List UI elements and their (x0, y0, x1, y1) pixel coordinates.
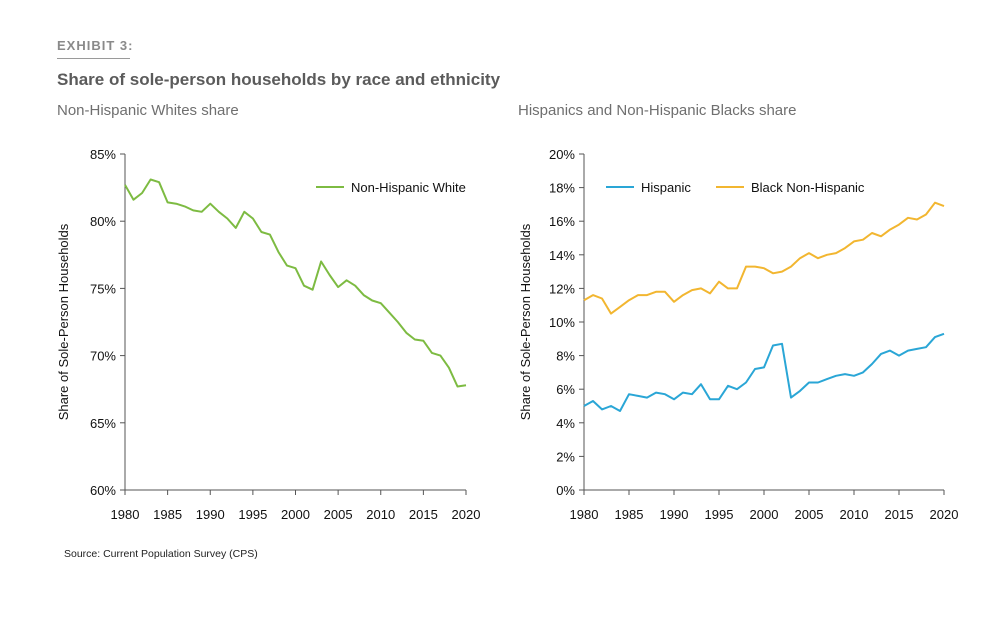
left-legend-label-non-hispanic-white: Non-Hispanic White (351, 180, 466, 195)
left-x-tick-label: 1980 (111, 507, 140, 522)
right-x-tick-label: 2010 (840, 507, 869, 522)
right-y-tick-label: 12% (549, 281, 575, 296)
right-legend-label-hispanic: Hispanic (641, 180, 691, 195)
left-y-tick-label: 60% (90, 483, 116, 498)
right-y-tick-label: 16% (549, 214, 575, 229)
left-y-tick-label: 70% (90, 349, 116, 364)
right-y-tick-label: 10% (549, 315, 575, 330)
right-series-line-black-non-hispanic (584, 203, 944, 314)
left-y-tick-label: 80% (90, 214, 116, 229)
left-series-line-non-hispanic-white (125, 180, 466, 387)
right-y-tick-label: 20% (549, 147, 575, 162)
right-x-tick-label: 2000 (750, 507, 779, 522)
right-x-tick-label: 1995 (705, 507, 734, 522)
left-y-tick-label: 85% (90, 147, 116, 162)
left-x-tick-label: 1985 (153, 507, 182, 522)
left-x-tick-label: 1995 (238, 507, 267, 522)
left-y-tick-label: 75% (90, 281, 116, 296)
right-legend-label-black-non-hispanic: Black Non-Hispanic (751, 180, 865, 195)
right-y-tick-label: 2% (556, 449, 575, 464)
right-y-tick-label: 14% (549, 248, 575, 263)
left-y-tick-label: 65% (90, 416, 116, 431)
left-x-tick-label: 2020 (452, 507, 481, 522)
right-y-tick-label: 4% (556, 416, 575, 431)
left-x-tick-label: 2005 (324, 507, 353, 522)
left-x-tick-label: 2000 (281, 507, 310, 522)
right-y-axis-label: Share of Sole-Person Households (518, 223, 533, 420)
left-x-tick-label: 2010 (366, 507, 395, 522)
right-x-tick-label: 1980 (570, 507, 599, 522)
right-y-tick-label: 8% (556, 349, 575, 364)
left-y-axis-label: Share of Sole-Person Households (56, 223, 71, 420)
left-x-tick-label: 1990 (196, 507, 225, 522)
right-y-tick-label: 18% (549, 181, 575, 196)
charts-canvas: 60% 65% 70% 75% 80% 85% 1980 1985 1990 1995 2000 20… (0, 0, 1000, 624)
right-x-tick-label: 1990 (660, 507, 689, 522)
right-series-line-hispanic (584, 334, 944, 411)
right-x-tick-label: 1985 (615, 507, 644, 522)
right-y-tick-label: 6% (556, 382, 575, 397)
right-x-tick-label: 2015 (885, 507, 914, 522)
right-x-tick-label: 2005 (795, 507, 824, 522)
right-x-tick-label: 2020 (930, 507, 959, 522)
right-y-tick-label: 0% (556, 483, 575, 498)
left-x-tick-label: 2015 (409, 507, 438, 522)
